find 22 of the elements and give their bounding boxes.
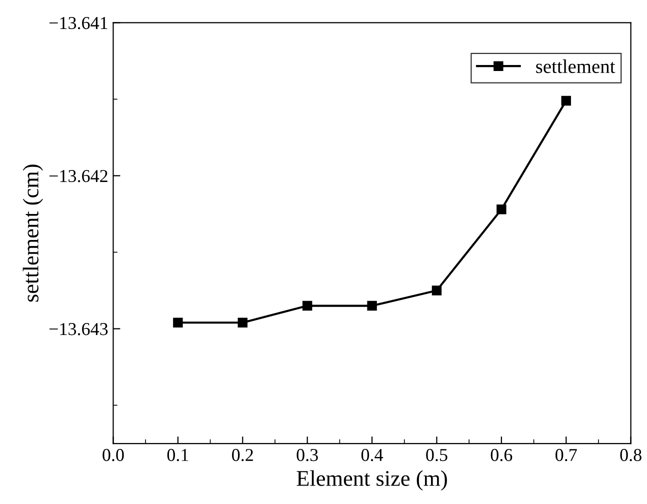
y-tick-label: −13.643 xyxy=(49,323,108,336)
y-tick-label: −13.642 xyxy=(49,170,108,182)
x-tick-label: 0.1 xyxy=(167,448,188,462)
point xyxy=(561,96,571,106)
point xyxy=(238,318,248,328)
x-tick-label: 0.6 xyxy=(490,448,512,462)
x-tick-label: 0.7 xyxy=(556,448,577,462)
point xyxy=(173,318,183,328)
x-tick-label: 0.2 xyxy=(232,448,253,462)
x-axis-title: Element size (m) xyxy=(296,470,447,490)
point xyxy=(302,300,312,311)
y-axis-title: settlement (cm) xyxy=(22,164,43,302)
y-tick-label: −13.641 xyxy=(49,16,108,30)
point xyxy=(367,300,377,311)
point xyxy=(496,204,506,214)
x-tick-label: 0.0 xyxy=(102,448,124,462)
point xyxy=(432,286,442,296)
legend-label: settlement xyxy=(536,59,616,74)
x-tick-label: 0.8 xyxy=(620,448,642,462)
x-tick-label: 0.3 xyxy=(296,448,318,462)
x-tick-label: 0.4 xyxy=(361,448,384,462)
x-tick-label: 0.5 xyxy=(426,448,448,462)
